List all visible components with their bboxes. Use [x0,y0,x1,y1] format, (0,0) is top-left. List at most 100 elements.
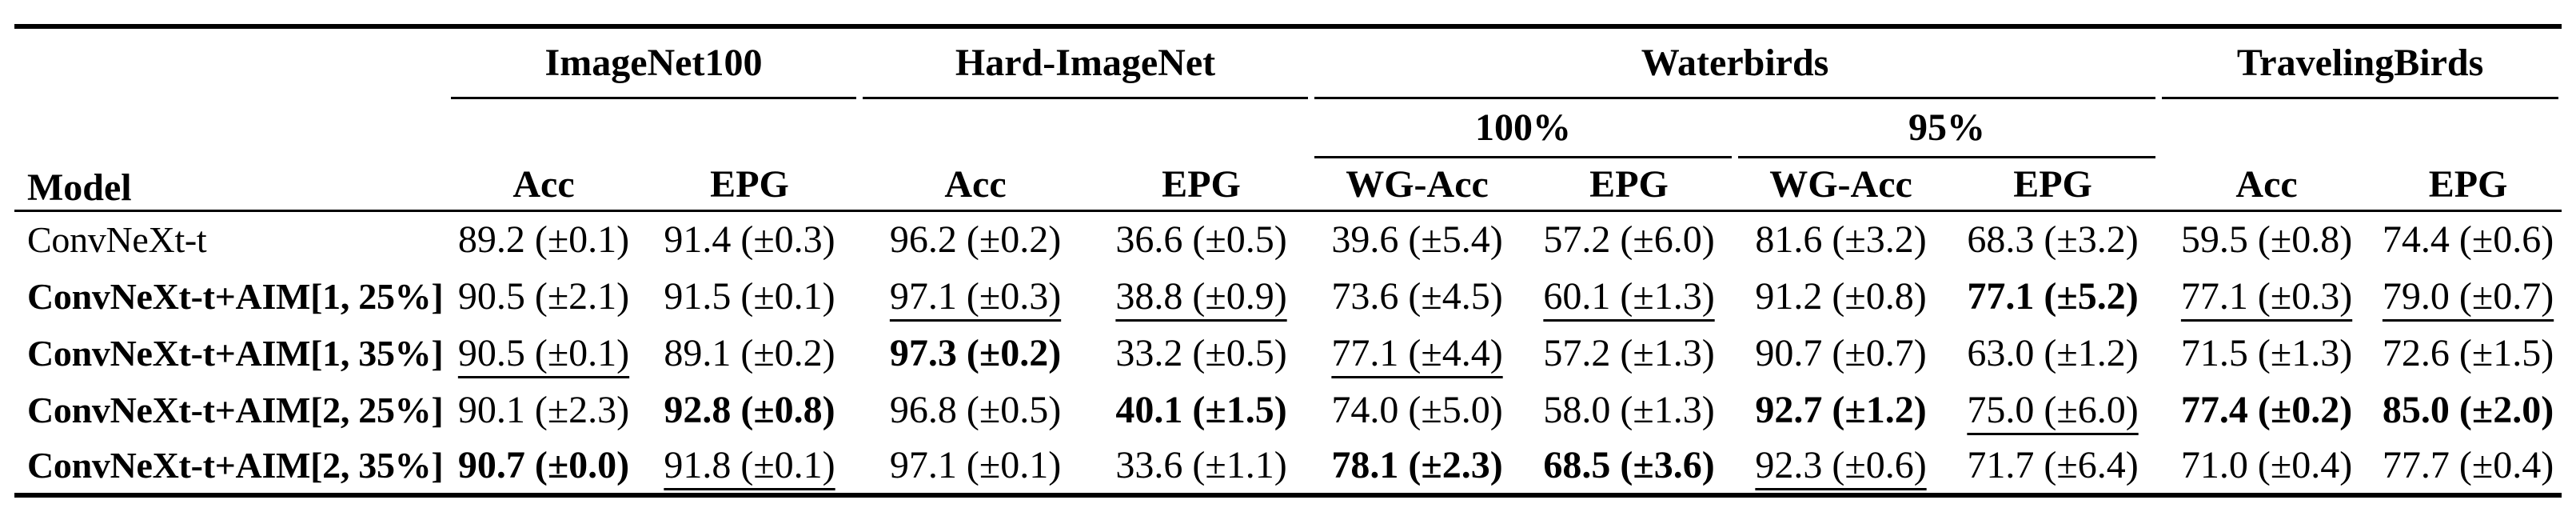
metric-value: 81.6 (±3.2) [1755,218,1927,262]
value-cell: 78.1 (±2.3) [1311,438,1523,495]
value-cell: 71.5 (±1.3) [2159,325,2375,382]
subgroup-header-100pct: 100% [1311,99,1735,158]
col-header-epg: EPG [640,158,860,212]
metric-value: 71.5 (±1.3) [2180,331,2353,374]
value-cell: 97.1 (±0.3) [859,268,1091,325]
metric-value: 77.1 (±5.2) [1967,274,2139,318]
subgroup-header-95pct: 95% [1735,99,2159,158]
metric-value: 85.0 (±2.0) [2382,388,2554,431]
group-header-imagenet100: ImageNet100 [448,26,859,99]
value-cell: 97.1 (±0.1) [859,438,1091,495]
value-cell: 77.1 (±0.3) [2159,268,2375,325]
group-label: Hard-ImageNet [863,29,1309,99]
metric-value: 74.4 (±0.6) [2382,218,2554,262]
value-cell: 92.3 (±0.6) [1735,438,1947,495]
value-cell: 36.6 (±0.5) [1091,211,1311,268]
metric-value: 63.0 (±1.2) [1967,331,2139,374]
metric-value: 91.2 (±0.8) [1755,274,1927,318]
metric-value: 92.7 (±1.2) [1755,388,1927,431]
value-cell: 59.5 (±0.8) [2159,211,2375,268]
value-cell: 71.0 (±0.4) [2159,438,2375,495]
value-cell: 91.2 (±0.8) [1735,268,1947,325]
group-header-row: Model ImageNet100 Hard-ImageNet Waterbir… [14,26,2562,212]
metric-value: 39.6 (±5.4) [1331,218,1503,262]
subgroup-label: 95% [1738,99,2156,158]
metric-value: 57.2 (±6.0) [1543,218,1715,262]
metric-value: 79.0 (±0.7) [2382,274,2554,318]
value-cell: 90.5 (±0.1) [448,325,640,382]
column-header-row: Acc EPG Acc EPG WG-Acc EPG WG-Acc EPG Ac… [14,158,2562,212]
table-row: ConvNeXt-t+AIM[1, 35%] 90.5 (±0.1) 89.1 … [14,325,2562,382]
value-cell: 68.3 (±3.2) [1947,211,2159,268]
value-cell: 90.1 (±2.3) [448,382,640,438]
value-cell: 63.0 (±1.2) [1947,325,2159,382]
value-cell: 97.3 (±0.2) [859,325,1091,382]
model-name: ConvNeXt-t+AIM[2, 25%] [27,389,444,430]
value-cell: 74.4 (±0.6) [2375,211,2562,268]
model-column-header: Model [14,26,448,212]
metric-value: 91.5 (±0.1) [664,274,835,318]
metric-value: 96.2 (±0.2) [889,218,1062,262]
group-header-travelingbirds: TravelingBirds [2159,26,2562,99]
value-cell: 68.5 (±3.6) [1523,438,1735,495]
group-label: TravelingBirds [2162,29,2559,99]
model-name: ConvNeXt-t+AIM[1, 25%] [27,275,444,317]
metric-value: 72.6 (±1.5) [2382,331,2554,374]
metric-value: 90.7 (±0.7) [1755,331,1927,374]
value-cell: 96.8 (±0.5) [859,382,1091,438]
metric-value: 89.2 (±0.1) [457,218,630,262]
metric-value: 60.1 (±1.3) [1543,274,1715,318]
table-row: ConvNeXt-t+AIM[2, 35%] 90.7 (±0.0) 91.8 … [14,438,2562,495]
model-name: ConvNeXt-t [27,219,207,261]
value-cell: 77.1 (±4.4) [1311,325,1523,382]
metric-value: 91.8 (±0.1) [664,444,835,486]
col-header-epg: EPG [2375,158,2562,212]
table-row: ConvNeXt-t+AIM[1, 25%] 90.5 (±2.1) 91.5 … [14,268,2562,325]
metric-value: 97.3 (±0.2) [889,331,1062,374]
metric-value: 92.3 (±0.6) [1755,444,1927,486]
metric-value: 59.5 (±0.8) [2180,218,2353,262]
value-cell: 71.7 (±6.4) [1947,438,2159,495]
value-cell: 73.6 (±4.5) [1311,268,1523,325]
metric-value: 91.4 (±0.3) [664,218,835,262]
col-header-acc: Acc [859,158,1092,212]
group-header-waterbirds: Waterbirds [1311,26,2159,99]
value-cell: 74.0 (±5.0) [1311,382,1523,438]
value-cell: 77.1 (±5.2) [1947,268,2159,325]
col-header-wg-acc: WG-Acc [1735,158,1948,212]
metric-value: 97.1 (±0.1) [889,444,1062,486]
group-header-hard-imagenet: Hard-ImageNet [859,26,1311,99]
col-header-acc: Acc [448,158,640,212]
value-cell: 91.8 (±0.1) [640,438,859,495]
model-name: ConvNeXt-t+AIM[1, 35%] [27,332,444,374]
value-cell: 75.0 (±6.0) [1947,382,2159,438]
metric-value: 96.8 (±0.5) [889,388,1062,431]
results-table: Model ImageNet100 Hard-ImageNet Waterbir… [14,24,2562,498]
col-header-epg: EPG [1523,158,1736,212]
value-cell: 92.7 (±1.2) [1735,382,1947,438]
value-cell: 39.6 (±5.4) [1311,211,1523,268]
value-cell: 57.2 (±1.3) [1523,325,1735,382]
value-cell: 77.7 (±0.4) [2375,438,2562,495]
model-name: ConvNeXt-t+AIM[2, 35%] [27,445,444,486]
value-cell: 58.0 (±1.3) [1523,382,1735,438]
value-cell: 89.1 (±0.2) [640,325,859,382]
group-label: Waterbirds [1314,29,2156,99]
subgroup-spacer [448,99,1311,158]
subgroup-spacer [2159,99,2562,158]
subgroup-label: 100% [1314,99,1733,158]
value-cell: 33.2 (±0.5) [1091,325,1311,382]
col-header-acc: Acc [2159,158,2375,212]
metric-value: 33.6 (±1.1) [1115,444,1287,486]
value-cell: 72.6 (±1.5) [2375,325,2562,382]
metric-value: 36.6 (±0.5) [1115,218,1287,262]
metric-value: 73.6 (±4.5) [1331,274,1503,318]
metric-value: 58.0 (±1.3) [1543,388,1715,431]
value-cell: 90.5 (±2.1) [448,268,640,325]
value-cell: 77.4 (±0.2) [2159,382,2375,438]
value-cell: 33.6 (±1.1) [1091,438,1311,495]
value-cell: 40.1 (±1.5) [1091,382,1311,438]
metric-value: 40.1 (±1.5) [1115,388,1287,431]
metric-value: 97.1 (±0.3) [889,274,1062,318]
